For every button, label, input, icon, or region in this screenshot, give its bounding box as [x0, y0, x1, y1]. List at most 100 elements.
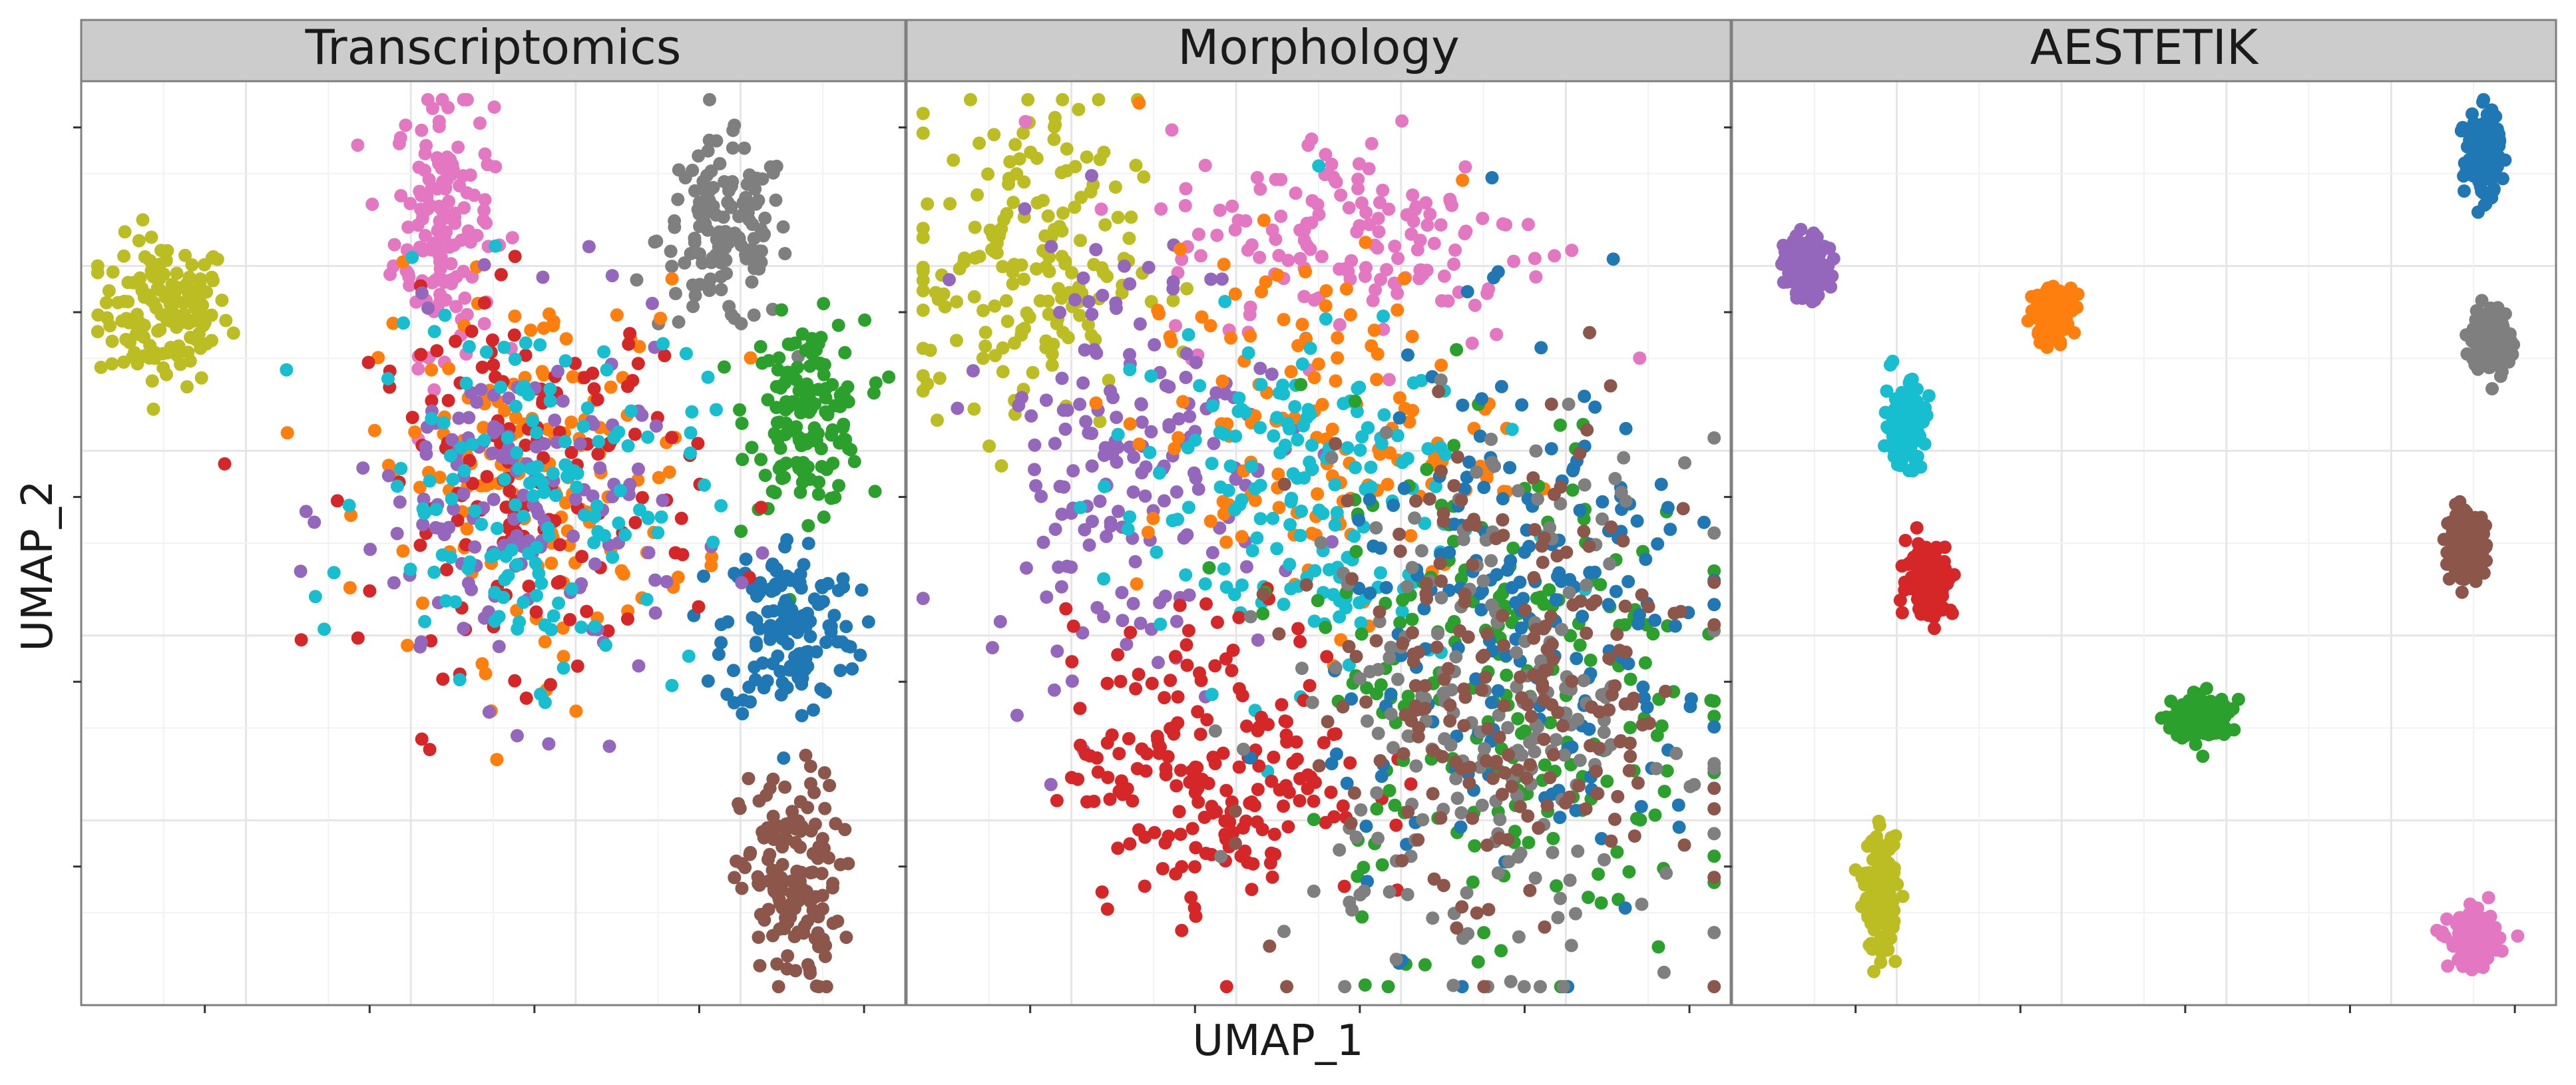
data-point-pink — [2440, 912, 2454, 926]
data-point-red — [1251, 783, 1265, 796]
data-point-red — [1168, 650, 1182, 664]
data-point-cyan — [621, 439, 635, 453]
data-point-purple — [1138, 489, 1152, 503]
data-point-cyan — [1143, 445, 1157, 459]
data-point-pink — [1437, 269, 1451, 283]
data-point-cyan — [698, 478, 712, 492]
data-point-cyan — [1270, 411, 1284, 425]
data-point-red — [621, 379, 634, 393]
data-point-brown — [1408, 679, 1422, 693]
data-point-cyan — [489, 239, 503, 253]
data-point-gray — [1707, 761, 1721, 775]
data-point-pink — [1198, 158, 1212, 172]
data-point-brown — [1458, 587, 1472, 601]
data-point-gray — [1484, 433, 1498, 446]
data-point-green — [2196, 723, 2210, 737]
data-point-cyan — [640, 592, 654, 606]
data-point-red — [1171, 716, 1185, 730]
data-point-gray — [1434, 591, 1448, 604]
data-point-brown — [1450, 450, 1464, 464]
data-point-cyan — [1883, 358, 1897, 372]
data-point-cyan — [1341, 441, 1355, 455]
data-point-orange — [1203, 515, 1217, 528]
data-point-cyan — [651, 526, 665, 540]
data-point-red — [1267, 750, 1281, 764]
data-point-blue — [781, 598, 795, 612]
data-point-gray — [1325, 451, 1339, 465]
data-point-purple — [1048, 437, 1062, 451]
data-point-orange — [343, 581, 357, 594]
data-point-purple — [1010, 708, 1024, 722]
data-point-orange — [671, 570, 685, 584]
data-point-gray — [2495, 365, 2509, 379]
data-point-gray — [1543, 521, 1557, 535]
data-point-red — [544, 678, 557, 692]
data-point-cyan — [580, 401, 594, 415]
data-point-gray — [1558, 748, 1571, 762]
data-point-gray — [688, 288, 702, 302]
data-point-brown — [1614, 734, 1627, 748]
data-point-pink — [1191, 228, 1205, 241]
data-point-olive — [1890, 877, 1904, 891]
data-point-olive — [1084, 328, 1098, 342]
data-point-cyan — [394, 461, 408, 475]
data-point-pink — [393, 130, 407, 144]
data-point-green — [767, 427, 781, 441]
data-point-purple — [529, 502, 543, 516]
data-point-olive — [1000, 314, 1014, 328]
data-point-cyan — [519, 336, 533, 350]
data-point-orange — [1456, 173, 1470, 187]
data-point-red — [1277, 799, 1290, 813]
data-point-orange — [498, 403, 512, 417]
data-point-gray — [1577, 674, 1591, 688]
data-point-brown — [803, 866, 817, 880]
data-point-red — [351, 631, 365, 645]
data-point-green — [2184, 704, 2198, 718]
data-point-green — [1707, 694, 1721, 708]
data-point-brown — [1393, 544, 1407, 558]
data-point-olive — [172, 339, 186, 353]
data-point-cyan — [1245, 544, 1259, 558]
data-point-cyan — [1144, 369, 1158, 383]
data-point-purple — [1018, 202, 1032, 216]
data-point-blue — [2477, 93, 2491, 107]
data-point-brown — [794, 865, 808, 879]
data-point-brown — [1336, 700, 1350, 714]
data-point-blue — [1504, 554, 1518, 568]
data-point-purple — [649, 419, 663, 433]
data-point-pink — [1194, 249, 1207, 263]
data-point-cyan — [1098, 480, 1112, 493]
data-point-pink — [460, 93, 474, 107]
data-point-green — [1348, 394, 1362, 408]
data-point-olive — [1060, 142, 1074, 156]
data-point-pink — [1476, 212, 1490, 226]
data-point-olive — [994, 459, 1008, 473]
data-point-green — [1610, 845, 1624, 859]
data-point-blue — [1552, 566, 1566, 580]
data-point-purple — [1073, 397, 1087, 411]
data-point-purple — [605, 269, 619, 283]
data-point-olive — [1044, 230, 1058, 244]
data-point-red — [1188, 860, 1201, 874]
data-point-orange — [413, 481, 427, 495]
data-point-red — [674, 511, 688, 525]
data-point-red — [1282, 785, 1296, 799]
data-point-pink — [1434, 218, 1448, 232]
data-point-purple — [1054, 580, 1068, 594]
data-point-pink — [1179, 182, 1193, 196]
data-point-green — [775, 379, 789, 393]
data-point-cyan — [1193, 379, 1207, 393]
data-point-red — [1193, 666, 1206, 680]
data-point-gray — [1400, 580, 1414, 594]
data-point-pink — [1355, 196, 1369, 210]
data-point-brown — [1622, 763, 1636, 777]
data-point-cyan — [1283, 422, 1297, 436]
data-point-red — [466, 477, 480, 491]
data-point-orange — [566, 370, 580, 383]
data-point-brown — [1547, 487, 1561, 501]
data-point-orange — [1217, 258, 1231, 272]
data-point-green — [779, 416, 793, 430]
data-point-red — [1303, 679, 1317, 692]
data-point-gray — [1635, 897, 1649, 911]
data-point-cyan — [549, 489, 562, 503]
